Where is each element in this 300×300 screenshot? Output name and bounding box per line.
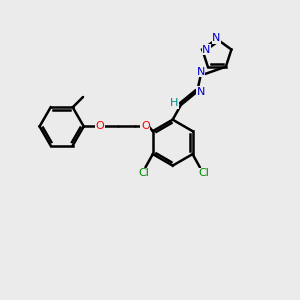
Text: O: O xyxy=(141,122,150,131)
Text: N: N xyxy=(212,33,220,43)
Text: Cl: Cl xyxy=(198,168,209,178)
Text: N: N xyxy=(202,45,211,55)
Text: O: O xyxy=(96,122,104,131)
Text: N: N xyxy=(196,67,205,77)
Text: N: N xyxy=(196,87,205,97)
Text: Cl: Cl xyxy=(139,168,149,178)
Text: H: H xyxy=(170,98,178,109)
